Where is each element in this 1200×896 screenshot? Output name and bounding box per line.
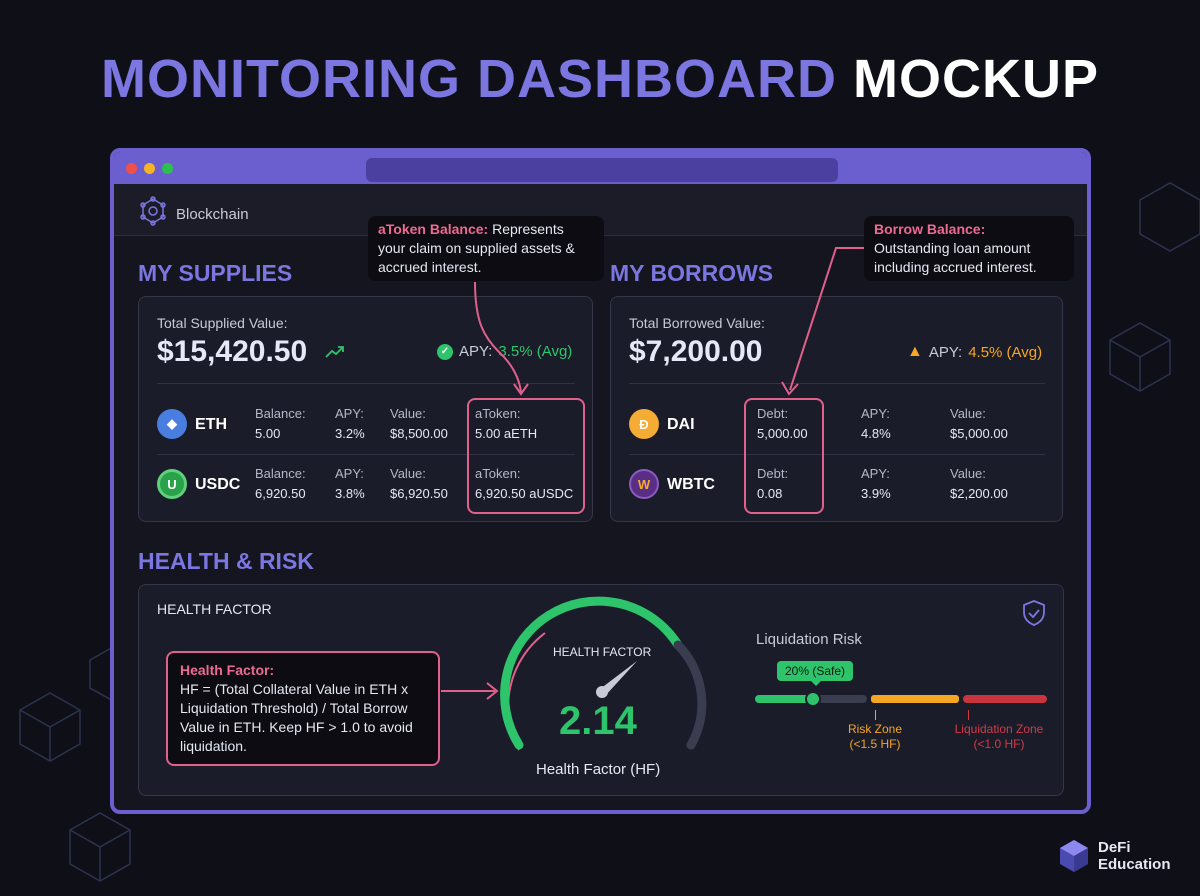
defi-education-logo: DeFi Education: [1058, 838, 1171, 874]
atoken-cell: aToken: 5.00 aETH: [475, 406, 538, 441]
risk-zone-label: Risk Zone (<1.5 HF): [847, 722, 903, 751]
divider: [157, 454, 575, 455]
health-factor-tooltip: Health Factor: HF = (Total Collateral Va…: [166, 651, 440, 766]
supply-row-eth[interactable]: ◆ ETH Balance: 5.00 APY: 3.2% Value: $8,500…: [157, 406, 587, 447]
dai-icon: Ð: [629, 409, 659, 439]
total-borrowed-value: $7,200.00: [629, 335, 763, 368]
divider: [629, 383, 1045, 384]
asset-symbol: WBTC: [667, 476, 715, 493]
apy-value: 3.5% (Avg): [498, 343, 573, 360]
minimize-dot[interactable]: [144, 163, 155, 174]
supplies-apy: ✓ APY: 3.5% (Avg): [437, 343, 572, 360]
borrow-row-dai[interactable]: Ð DAI Debt: 5,000.00 APY: 4.8% Value: $5,00…: [629, 406, 1059, 447]
bar-fill: [755, 695, 814, 703]
divider: [157, 383, 575, 384]
apy-label: APY:: [459, 343, 493, 360]
health-card-title: HEALTH FACTOR: [157, 601, 272, 617]
arrow-icon: [486, 682, 499, 700]
apy-cell: APY: 3.2%: [335, 406, 365, 441]
apy-value: 4.5% (Avg): [968, 343, 1043, 361]
borrows-apy: ▲ APY: 4.5% (Avg): [907, 343, 1042, 361]
check-circle-icon: ✓: [437, 343, 453, 360]
health-heading: HEALTH & RISK: [138, 548, 314, 574]
address-bar[interactable]: [366, 158, 838, 182]
debt-cell: Debt: 5,000.00: [757, 406, 808, 441]
badge-pointer: [811, 681, 821, 691]
borrow-row-wbtc[interactable]: W WBTC Debt: 0.08 APY: 3.9% Value: $2,200.0…: [629, 466, 1059, 507]
atoken-highlight: [467, 398, 585, 514]
borrows-card: Total Borrowed Value: $7,200.00 ▲ APY: 4.…: [610, 296, 1063, 522]
asset-symbol: ETH: [195, 416, 227, 433]
liquidation-zone-tick: [968, 710, 969, 720]
value-cell: Value: $6,920.50: [390, 466, 448, 501]
liquidation-risk-bar[interactable]: [755, 691, 1047, 707]
tooltip-title: Health Factor:: [180, 662, 275, 678]
blockchain-logo-icon: [140, 196, 166, 226]
gauge-arc-empty: [673, 640, 707, 750]
decorative-cubes-right: [1109, 182, 1200, 392]
apy-cell: APY: 4.8%: [861, 406, 891, 441]
shield-check-icon: [1023, 600, 1045, 626]
borrow-tooltip: Borrow Balance: Outstanding loan amount i…: [864, 216, 1074, 281]
divider: [629, 454, 1045, 455]
close-dot[interactable]: [126, 163, 137, 174]
eth-icon: ◆: [157, 409, 187, 439]
browser-window: Blockchain MY SUPPLIES Total Supplied Va…: [110, 148, 1091, 814]
health-card: HEALTH FACTOR Health Factor: HF = (Total…: [138, 584, 1064, 796]
page-title: MONITORING DASHBOARD MOCKUP: [0, 48, 1200, 110]
value-cell: Value: $2,200.00: [950, 466, 1008, 501]
apy-label: APY:: [928, 343, 963, 361]
balance-cell: Balance: 5.00: [255, 406, 306, 441]
liquidation-zone-label: Liquidation Zone (<1.0 HF): [954, 722, 1044, 751]
risk-zone-tick: [875, 710, 876, 720]
trend-up-icon: [325, 346, 344, 358]
cube-logo-icon: [1060, 840, 1088, 872]
supply-row-usdc[interactable]: U USDC Balance: 6,920.50 APY: 3.8% Value: $…: [157, 466, 587, 507]
total-borrowed-label: Total Borrowed Value:: [629, 315, 765, 331]
value-cell: Value: $5,000.00: [950, 406, 1008, 441]
apy-cell: APY: 3.9%: [861, 466, 891, 501]
liquidation-zone-segment: [963, 695, 1047, 703]
total-supplied-value: $15,420.50: [157, 335, 308, 368]
supplies-heading: MY SUPPLIES: [138, 260, 293, 286]
asset-symbol: USDC: [195, 476, 241, 493]
title-part1: MONITORING DASHBOARD: [100, 49, 837, 109]
annotation-arrows: [474, 247, 864, 396]
apy-cell: APY: 3.8%: [335, 466, 365, 501]
gauge-caption: Health Factor (HF): [536, 761, 661, 778]
balance-cell: Balance: 6,920.50: [255, 466, 306, 501]
logo-line1: DeFi: [1098, 839, 1131, 856]
risk-badge: 20% (Safe): [777, 661, 854, 681]
tooltip-text: HF = (Total Collateral Value in ETH x Li…: [180, 681, 413, 754]
warning-icon: ▲: [907, 343, 923, 360]
brand-name: Blockchain: [176, 206, 249, 223]
health-gauge: [441, 596, 707, 751]
debt-cell: Debt: 0.08: [757, 466, 789, 501]
logo-line2: Education: [1098, 856, 1171, 873]
gauge-needle: [600, 661, 637, 696]
borrows-heading: MY BORROWS: [610, 260, 774, 286]
total-supplied-label: Total Supplied Value:: [157, 315, 288, 331]
risk-zone-segment: [871, 695, 959, 703]
wbtc-icon: W: [629, 469, 659, 499]
value-cell: Value: $8,500.00: [390, 406, 448, 441]
gauge-label: HEALTH FACTOR: [553, 645, 652, 659]
atoken-cell: aToken: 6,920.50 aUSDC: [475, 466, 574, 501]
debt-highlight: [744, 398, 824, 514]
health-factor-value[interactable]: 2.14: [559, 699, 637, 743]
atoken-tooltip: aToken Balance: Represents your claim on…: [368, 216, 604, 281]
risk-title: Liquidation Risk: [756, 631, 862, 648]
usdc-icon: U: [157, 469, 187, 499]
gauge-arc-filled: [500, 596, 683, 750]
bar-knob[interactable]: [805, 691, 822, 707]
title-part2: MOCKUP: [853, 49, 1100, 109]
supplies-card: Total Supplied Value: $15,420.50 ✓ APY: 3…: [138, 296, 593, 522]
maximize-dot[interactable]: [162, 163, 173, 174]
window-titlebar: [114, 152, 1087, 184]
asset-symbol: DAI: [667, 416, 695, 433]
